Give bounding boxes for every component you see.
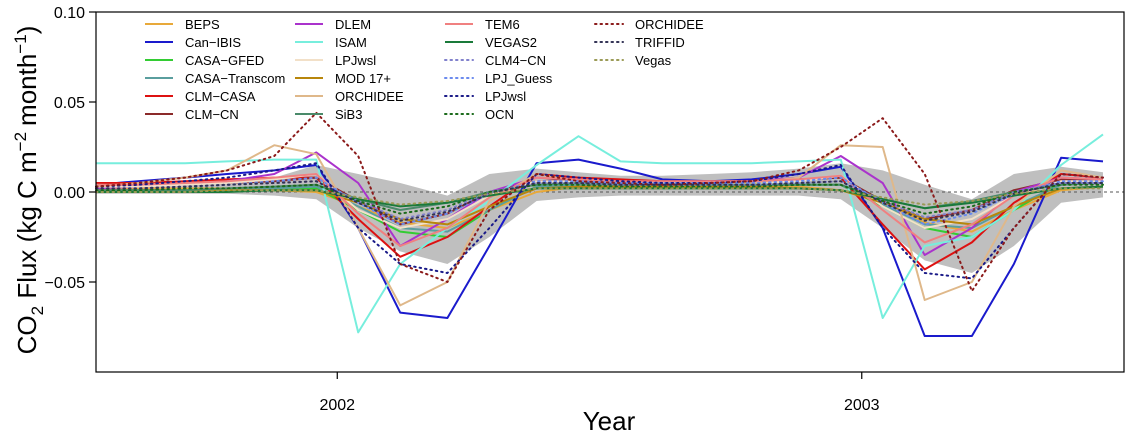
series-line-19 (95, 180, 1104, 222)
series-line-17 (95, 183, 1104, 215)
y-tick-label: 0.05 (54, 95, 85, 112)
axes-layer: −0.05 0.00 0.05 0.10 2002 2003 (45, 5, 1125, 414)
legend-label: DLEM (335, 17, 371, 32)
series-line-16 (95, 162, 1104, 280)
series-layer (95, 111, 1104, 337)
series-line-12 (96, 173, 1104, 247)
legend-label: LPJwsl (335, 53, 376, 68)
legend-label: OCN (485, 107, 514, 122)
legend-label: CASA−GFED (185, 53, 264, 68)
x-tick-label: 2002 (319, 397, 355, 414)
x-tick-label: 2003 (844, 397, 880, 414)
series-line-7 (96, 133, 1104, 334)
legend-label: CLM−CASA (185, 89, 256, 104)
legend-label: BEPS (185, 17, 220, 32)
y-tick-label: 0.00 (54, 185, 85, 202)
y-tick-label: 0.10 (54, 5, 85, 22)
y-tick-label: −0.05 (45, 275, 86, 292)
legend: BEPS Can−IBIS CASA−GFED CASA−Transcom CLM−CA… (145, 17, 704, 122)
legend-label: VEGAS2 (485, 35, 537, 50)
y-axis-title: CO2 Flux (kg C m−2month−1) (11, 26, 47, 355)
legend-label: MOD 17+ (335, 71, 391, 86)
legend-label: Vegas (635, 53, 672, 68)
legend-label: LPJwsl (485, 89, 526, 104)
legend-label: ORCHIDEE (635, 17, 704, 32)
series-line-20 (95, 187, 1104, 206)
x-axis-title: Year (583, 406, 636, 436)
legend-label: CASA−Transcom (185, 71, 285, 86)
legend-label: CLM−CN (185, 107, 239, 122)
series-line-15 (95, 176, 1104, 226)
legend-label: ORCHIDEE (335, 89, 404, 104)
legend-label: CLM4−CN (485, 53, 546, 68)
legend-label: TEM6 (485, 17, 520, 32)
legend-label: Can−IBIS (185, 35, 241, 50)
legend-label: ISAM (335, 35, 367, 50)
legend-label: TRIFFID (635, 35, 685, 50)
legend-label: SiB3 (335, 107, 362, 122)
legend-label: LPJ_Guess (485, 71, 553, 86)
